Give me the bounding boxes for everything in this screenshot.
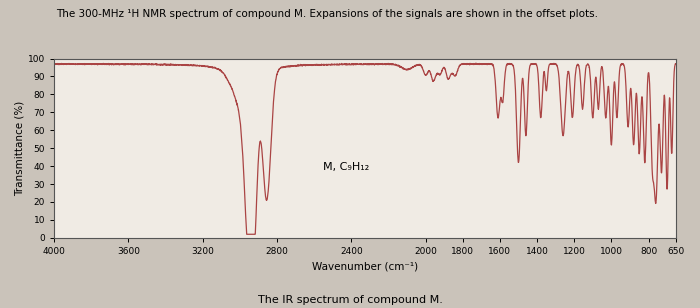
Text: The 300-MHz ¹H NMR spectrum of compound M. Expansions of the signals are shown i: The 300-MHz ¹H NMR spectrum of compound … (56, 9, 598, 19)
Text: M, C₉H₁₂: M, C₉H₁₂ (323, 162, 370, 172)
Y-axis label: Transmittance (%): Transmittance (%) (15, 101, 25, 196)
Text: The IR spectrum of compound M.: The IR spectrum of compound M. (258, 295, 442, 305)
X-axis label: Wavenumber (cm⁻¹): Wavenumber (cm⁻¹) (312, 261, 419, 271)
